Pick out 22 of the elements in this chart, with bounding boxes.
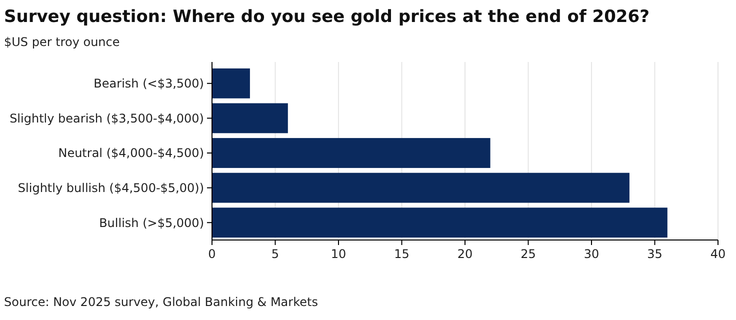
y-tick-label: Bullish (>$5,000) bbox=[99, 216, 204, 230]
bar bbox=[212, 103, 288, 134]
x-tick-label: 5 bbox=[271, 247, 280, 261]
x-tick-label: 25 bbox=[520, 247, 536, 261]
x-tick-label: 0 bbox=[208, 247, 216, 261]
x-tick-label: 35 bbox=[647, 247, 662, 261]
source-note: Source: Nov 2025 survey, Global Banking & Markets bbox=[4, 295, 318, 309]
text: $US per troy ounce bbox=[4, 35, 120, 49]
x-tick-label: 10 bbox=[330, 247, 346, 261]
chart-title: Survey question: Where do you see gold prices at the end of 2026? bbox=[4, 7, 650, 27]
x-tick-label: 20 bbox=[457, 247, 473, 261]
x-tick-label: 15 bbox=[394, 247, 410, 261]
bar bbox=[212, 172, 630, 203]
y-tick-label: Slightly bullish ($4,500-$5,00)) bbox=[18, 181, 204, 195]
bar bbox=[212, 68, 250, 98]
x-tick-label: 40 bbox=[710, 247, 726, 261]
x-tick-label: 30 bbox=[584, 247, 600, 261]
bar bbox=[212, 208, 668, 238]
y-tick-label: Bearish (<$3,500) bbox=[94, 76, 204, 91]
y-tick-label: Slightly bearish ($3,500-$4,000) bbox=[10, 111, 204, 126]
y-tick-label: Neutral ($4,000-$4,500) bbox=[58, 146, 204, 160]
bar bbox=[212, 138, 490, 168]
